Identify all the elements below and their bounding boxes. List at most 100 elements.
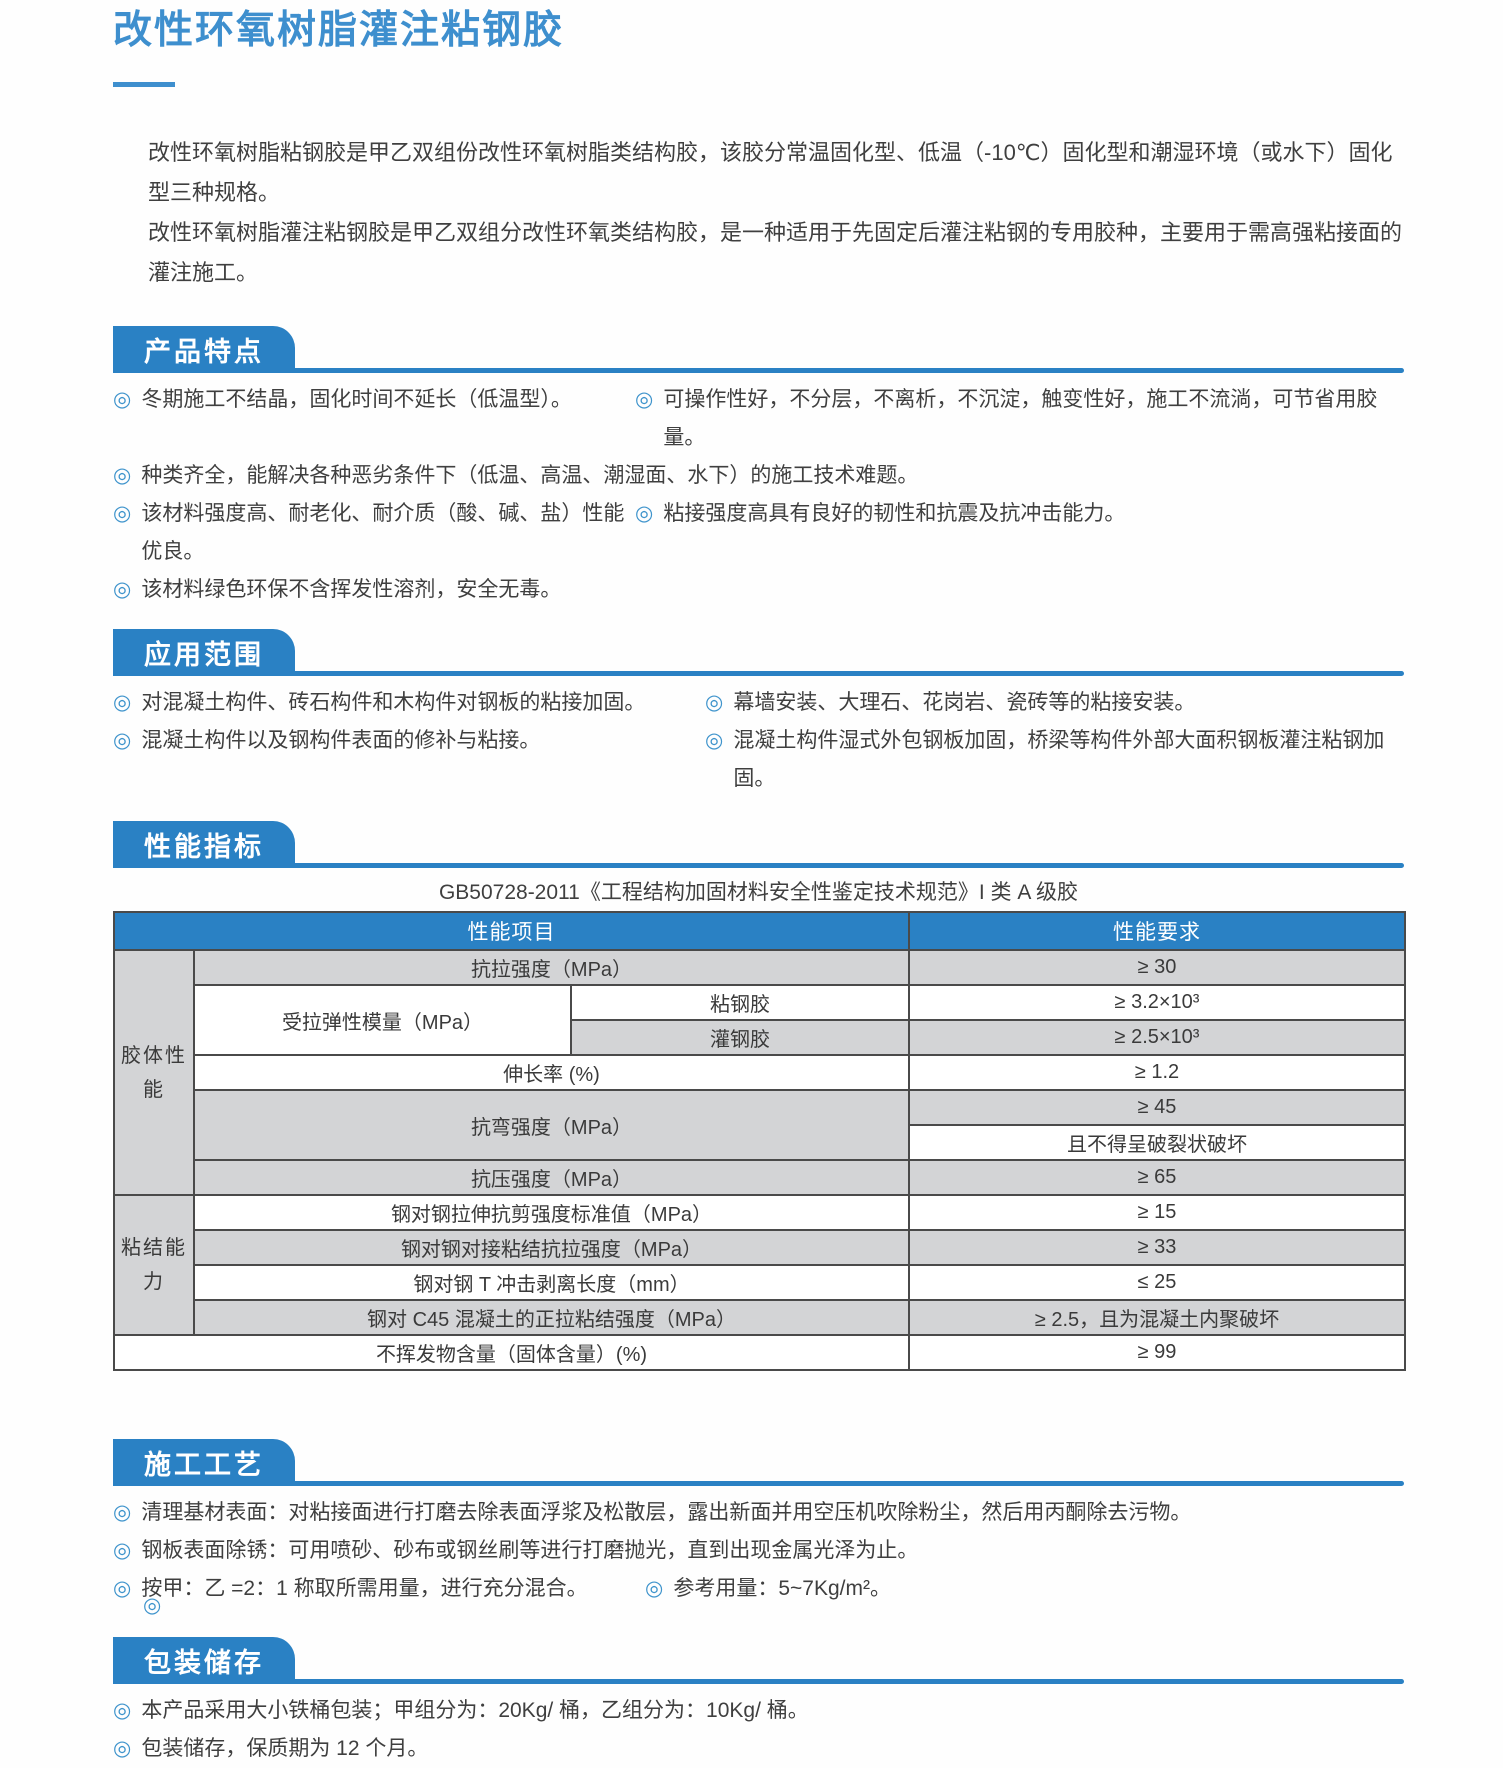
list-row: ◎ 对混凝土构件、砖石构件和木构件对钢板的粘接加固。 ◎ 幕墙安装、大理石、花岗… xyxy=(113,684,1404,722)
bullet-text: 清理基材表面：对粘接面进行打磨去除表面浮浆及松散层，露出新面并用空压机吹除粉尘，… xyxy=(141,1501,1192,1524)
property-cell: 伸长率 (%) xyxy=(193,1054,910,1091)
bullet-text: 幕墙安装、大理石、花岗岩、瓷砖等的粘接安装。 xyxy=(733,691,1196,714)
section-header-packaging: 包装储存 xyxy=(113,1632,1404,1684)
section-heading: 应用范围 xyxy=(144,640,264,670)
value-cell: ≥ 2.5，且为混凝土内聚破坏 xyxy=(908,1299,1406,1336)
table-row: 抗压强度（MPa） ≥ 65 xyxy=(114,1159,1406,1196)
title-underline xyxy=(113,82,175,87)
bullet-text: 包装储存，保质期为 12 个月。 xyxy=(141,1737,429,1760)
list-row: ◎ 该材料绿色环保不含挥发性溶剂，安全无毒。 xyxy=(113,571,1404,609)
table-row: 胶体性能 抗拉强度（MPa） ≥ 30 xyxy=(113,949,1406,1196)
intro-paragraph: 改性环氧树脂灌注粘钢胶是甲乙双组分改性环氧类结构胶，是一种适用于先固定后灌注粘钢… xyxy=(148,220,1403,285)
bullet-item: ◎ 包装储存，保质期为 12 个月。 xyxy=(113,1730,428,1768)
bullet-item: ◎ 清理基材表面：对粘接面进行打磨去除表面浮浆及松散层，露出新面并用空压机吹除粉… xyxy=(113,1494,1191,1532)
bullet-icon: ◎ xyxy=(113,691,132,714)
section-heading: 产品特点 xyxy=(144,337,264,367)
row-group-label: 胶体性能 xyxy=(113,949,195,1196)
bullet-text: 按甲：乙 =2：1 称取所需用量，进行充分混合。 xyxy=(141,1577,588,1600)
list-row: ◎ 冬期施工不结晶，固化时间不延长（低温型）。 ◎ 可操作性好，不分层，不离析，… xyxy=(113,381,1404,457)
bullet-text: 对混凝土构件、砖石构件和木构件对钢板的粘接加固。 xyxy=(141,691,646,714)
list-row: ◎ 种类齐全，能解决各种恶劣条件下（低温、高温、潮湿面、水下）的施工技术难题。 xyxy=(113,457,1404,495)
datasheet-page: 改性环氧树脂灌注粘钢胶 改性环氧树脂粘钢胶是甲乙双组份改性环氧树脂类结构胶，该胶… xyxy=(0,6,1503,1768)
value-cell: ≤ 25 xyxy=(908,1264,1406,1301)
list-row: ◎ 包装储存，保质期为 12 个月。 xyxy=(113,1730,1404,1768)
bullet-icon: ◎ xyxy=(113,1501,132,1524)
bullet-item: ◎ 冬期施工不结晶，固化时间不延长（低温型）。 xyxy=(113,381,635,457)
value-cell: ≥ 30 xyxy=(908,949,1406,986)
packaging-list: ◎ 本产品采用大小铁桶包装；甲组分为：20Kg/ 桶，乙组分为：10Kg/ 桶。… xyxy=(113,1692,1404,1768)
bullet-icon: ◎ xyxy=(705,729,724,752)
section-badge-performance: 性能指标 xyxy=(113,821,295,868)
value-cell: ≥ 45 xyxy=(908,1089,1406,1126)
bullet-text: 混凝土构件以及钢构件表面的修补与粘接。 xyxy=(141,729,541,752)
property-cell: 钢对钢拉伸抗剪强度标准值（MPa） xyxy=(193,1194,910,1231)
list-row: ◎ 按甲：乙 =2：1 称取所需用量，进行充分混合。 ◎ 参考用量：5~7Kg/… xyxy=(113,1570,1404,1608)
table-row: 钢对钢 T 冲击剥离长度（mm） ≤ 25 xyxy=(114,1264,1406,1301)
property-cell: 抗弯强度（MPa） xyxy=(193,1089,910,1161)
performance-table: 性能项目 性能要求 胶体性能 抗拉强度（MPa） ≥ 30 受拉弹性模量（MPa… xyxy=(113,911,1406,1371)
table-row: 不挥发物含量（固体含量）(%) ≥ 99 xyxy=(113,1334,1406,1371)
table-row: 灌钢胶 ≥ 2.5×10³ xyxy=(114,1019,1406,1056)
bullet-item: ◎ 混凝土构件以及钢构件表面的修补与粘接。 xyxy=(113,722,705,798)
section-rule xyxy=(113,368,1404,373)
bullet-text: 参考用量：5~7Kg/m²。 xyxy=(673,1577,891,1600)
table-caption: GB50728-2011《工程结构加固材料安全性鉴定技术规范》I 类 A 级胶 xyxy=(438,881,1079,904)
bullet-item: ◎ 该材料强度高、耐老化、耐介质（酸、碱、盐）性能优良。 xyxy=(113,495,635,571)
table-header-row: 性能项目 性能要求 xyxy=(113,911,1406,951)
section-header-features: 产品特点 xyxy=(113,321,1404,373)
bullet-icon: ◎ xyxy=(645,1577,664,1600)
bullet-item: ◎ 钢板表面除锈：可用喷砂、砂布或钢丝刷等进行打磨抛光，直到出现金属光泽为止。 xyxy=(113,1532,918,1570)
bullet-item: ◎ 参考用量：5~7Kg/m²。 xyxy=(645,1570,891,1608)
bullet-text: 冬期施工不结晶，固化时间不延长（低温型）。 xyxy=(141,388,572,411)
bullet-item: ◎ 粘接强度高具有良好的韧性和抗震及抗冲击能力。 xyxy=(635,495,1125,571)
bullet-icon: ◎ xyxy=(705,691,724,714)
table-row: 抗弯强度（MPa） ≥ 45 xyxy=(114,1089,1406,1161)
section-rule xyxy=(113,1679,1404,1684)
section-header-applications: 应用范围 xyxy=(113,624,1404,676)
list-row: ◎ 钢板表面除锈：可用喷砂、砂布或钢丝刷等进行打磨抛光，直到出现金属光泽为止。 xyxy=(113,1532,1404,1570)
features-list: ◎ 冬期施工不结晶，固化时间不延长（低温型）。 ◎ 可操作性好，不分层，不离析，… xyxy=(113,381,1404,609)
value-cell: ≥ 3.2×10³ xyxy=(908,984,1406,1021)
property-cell: 钢对钢对接粘结抗拉强度（MPa） xyxy=(193,1229,910,1266)
value-cell: ≥ 99 xyxy=(908,1334,1406,1371)
intro-paragraph: 改性环氧树脂粘钢胶是甲乙双组份改性环氧树脂类结构胶，该胶分常温固化型、低温（-1… xyxy=(148,140,1393,205)
value-cell: ≥ 65 xyxy=(908,1159,1406,1196)
section-rule xyxy=(113,863,1404,868)
table-row: 粘结能力 钢对钢拉伸抗剪强度标准值（MPa） ≥ 15 xyxy=(113,1194,1406,1336)
intro-paragraphs: 改性环氧树脂粘钢胶是甲乙双组份改性环氧树脂类结构胶，该胶分常温固化型、低温（-1… xyxy=(113,133,1404,293)
section-badge-applications: 应用范围 xyxy=(113,629,295,676)
table-row: 且不得呈破裂状破坏 xyxy=(114,1124,1406,1161)
section-rule xyxy=(113,671,1404,676)
bullet-item: ◎ 按甲：乙 =2：1 称取所需用量，进行充分混合。 xyxy=(113,1570,645,1608)
section-heading: 包装储存 xyxy=(144,1648,264,1678)
section-badge-features: 产品特点 xyxy=(113,326,295,373)
section-heading: 性能指标 xyxy=(144,832,264,862)
bullet-text: 该材料强度高、耐老化、耐介质（酸、碱、盐）性能优良。 xyxy=(141,502,625,563)
sub-property-cell: 灌钢胶 xyxy=(570,1019,910,1056)
bullet-text: 可操作性好，不分层，不离析，不沉淀，触变性好，施工不流淌，可节省用胶量。 xyxy=(663,388,1378,449)
bullet-text: 混凝土构件湿式外包钢板加固，桥梁等构件外部大面积钢板灌注粘钢加固。 xyxy=(733,729,1385,790)
bullet-icon: ◎ xyxy=(113,1539,132,1562)
bullet-icon: ◎ xyxy=(113,1699,132,1722)
process-list: ◎ 清理基材表面：对粘接面进行打磨去除表面浮浆及松散层，露出新面并用空压机吹除粉… xyxy=(113,1494,1404,1608)
section-header-process: 施工工艺 xyxy=(113,1434,1404,1486)
bullet-icon: ◎ xyxy=(113,729,132,752)
sub-property-cell: 粘钢胶 xyxy=(570,984,910,1021)
bullet-text: 钢板表面除锈：可用喷砂、砂布或钢丝刷等进行打磨抛光，直到出现金属光泽为止。 xyxy=(141,1539,919,1562)
column-header-item: 性能项目 xyxy=(113,911,910,951)
property-cell: 钢对 C45 混凝土的正拉粘结强度（MPa） xyxy=(193,1299,910,1336)
value-cell: ≥ 2.5×10³ xyxy=(908,1019,1406,1056)
section-header-performance: 性能指标 xyxy=(113,816,1404,868)
table-row: 受拉弹性模量（MPa） 粘钢胶 ≥ 3.2×10³ xyxy=(114,984,1406,1056)
row-group-label: 粘结能力 xyxy=(113,1194,195,1336)
property-cell: 抗拉强度（MPa） xyxy=(193,949,910,986)
property-cell: 钢对钢 T 冲击剥离长度（mm） xyxy=(193,1264,910,1301)
bullet-item: ◎ 本产品采用大小铁桶包装；甲组分为：20Kg/ 桶，乙组分为：10Kg/ 桶。 xyxy=(113,1692,809,1730)
section-badge-process: 施工工艺 xyxy=(113,1439,295,1486)
property-cell: 抗压强度（MPa） xyxy=(193,1159,910,1196)
list-row: ◎ 清理基材表面：对粘接面进行打磨去除表面浮浆及松散层，露出新面并用空压机吹除粉… xyxy=(113,1494,1404,1532)
bullet-item: ◎ 种类齐全，能解决各种恶劣条件下（低温、高温、潮湿面、水下）的施工技术难题。 xyxy=(113,457,918,495)
bullet-text: 种类齐全，能解决各种恶劣条件下（低温、高温、潮湿面、水下）的施工技术难题。 xyxy=(141,464,919,487)
value-cell: ≥ 1.2 xyxy=(908,1054,1406,1091)
bullet-icon: ◎ xyxy=(635,502,654,525)
